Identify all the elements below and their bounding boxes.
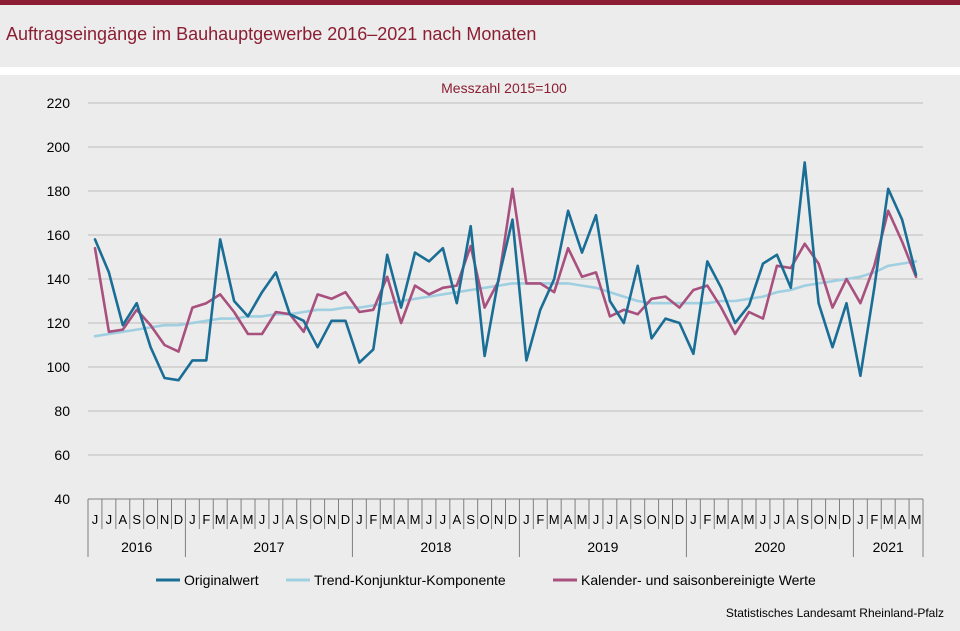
x-month-label: J bbox=[593, 512, 600, 527]
x-month-label: J bbox=[857, 512, 864, 527]
x-month-label: A bbox=[731, 512, 740, 527]
x-month-label: F bbox=[536, 512, 544, 527]
y-tick-label: 180 bbox=[47, 183, 71, 199]
x-month-label: J bbox=[690, 512, 697, 527]
x-month-label: J bbox=[189, 512, 196, 527]
legend-label: Originalwert bbox=[184, 572, 259, 588]
x-month-label: O bbox=[313, 512, 323, 527]
x-month-label: A bbox=[898, 512, 907, 527]
x-month-label: J bbox=[426, 512, 433, 527]
x-month-label: S bbox=[299, 512, 308, 527]
x-month-label: J bbox=[440, 512, 447, 527]
x-month-label: N bbox=[494, 512, 503, 527]
x-month-label: D bbox=[508, 512, 517, 527]
x-month-label: D bbox=[174, 512, 183, 527]
x-month-label: J bbox=[760, 512, 767, 527]
x-month-label: J bbox=[774, 512, 781, 527]
legend: Originalwert Trend-Konjunktur-Komponente K… bbox=[156, 572, 816, 588]
x-month-label: N bbox=[327, 512, 336, 527]
y-tick-label: 40 bbox=[54, 491, 70, 507]
x-month-label: M bbox=[215, 512, 226, 527]
x-month-label: A bbox=[786, 512, 795, 527]
x-year-label: 2016 bbox=[121, 539, 152, 555]
x-year-label: 2020 bbox=[754, 539, 785, 555]
x-month-label: A bbox=[564, 512, 573, 527]
series-line bbox=[93, 260, 918, 338]
gridlines bbox=[88, 102, 923, 456]
x-month-label: D bbox=[842, 512, 851, 527]
y-tick-label: 100 bbox=[47, 359, 71, 375]
y-tick-label: 140 bbox=[47, 271, 71, 287]
x-year-label: 2017 bbox=[253, 539, 284, 555]
x-month-label: J bbox=[607, 512, 614, 527]
y-tick-label: 120 bbox=[47, 315, 71, 331]
x-month-label: N bbox=[828, 512, 837, 527]
x-month-label: A bbox=[118, 512, 127, 527]
x-month-label: O bbox=[647, 512, 657, 527]
x-month-label: M bbox=[911, 512, 922, 527]
x-month-label: F bbox=[870, 512, 878, 527]
x-month-label: M bbox=[243, 512, 254, 527]
x-month-label: J bbox=[273, 512, 280, 527]
x-month-label: J bbox=[356, 512, 363, 527]
y-tick-label: 200 bbox=[47, 139, 71, 155]
x-month-label: N bbox=[661, 512, 670, 527]
x-month-label: A bbox=[452, 512, 461, 527]
series-line bbox=[93, 187, 918, 353]
x-month-label: M bbox=[549, 512, 560, 527]
x-month-label: J bbox=[106, 512, 113, 527]
x-month-label: S bbox=[466, 512, 475, 527]
x-month-label: S bbox=[633, 512, 642, 527]
header-band bbox=[0, 5, 960, 67]
legend-label: Kalender- und saisonbereinigte Werte bbox=[581, 572, 816, 588]
x-year-label: 2018 bbox=[420, 539, 451, 555]
x-month-label: J bbox=[92, 512, 99, 527]
x-month-label: M bbox=[883, 512, 894, 527]
chart-subtitle: Messzahl 2015=100 bbox=[441, 80, 567, 96]
y-tick-label: 60 bbox=[54, 447, 70, 463]
y-tick-label: 80 bbox=[54, 403, 70, 419]
x-month-label: M bbox=[410, 512, 421, 527]
x-month-label: D bbox=[675, 512, 684, 527]
y-tick-label: 220 bbox=[47, 95, 71, 111]
x-month-label: O bbox=[814, 512, 824, 527]
x-year-label: 2021 bbox=[873, 539, 904, 555]
chart-panel bbox=[0, 75, 960, 631]
x-month-label: M bbox=[382, 512, 393, 527]
x-month-label: A bbox=[285, 512, 294, 527]
x-month-label: N bbox=[160, 512, 169, 527]
x-month-label: F bbox=[369, 512, 377, 527]
x-month-label: A bbox=[397, 512, 406, 527]
x-month-label: A bbox=[619, 512, 628, 527]
x-year-label: 2019 bbox=[587, 539, 618, 555]
series-line bbox=[93, 161, 918, 382]
x-month-label: J bbox=[259, 512, 266, 527]
source-note: Statistisches Landesamt Rheinland-Pfalz bbox=[726, 606, 944, 620]
x-month-label: M bbox=[716, 512, 727, 527]
legend-label: Trend-Konjunktur-Komponente bbox=[314, 572, 506, 588]
x-month-label: M bbox=[744, 512, 755, 527]
x-month-label: F bbox=[703, 512, 711, 527]
y-axis-ticks: 40 60 80 100 120 140 160 180 200 220 bbox=[47, 95, 71, 507]
x-month-label: D bbox=[341, 512, 350, 527]
top-accent-rule bbox=[0, 0, 960, 5]
x-month-label: F bbox=[202, 512, 210, 527]
series-lines bbox=[93, 161, 918, 382]
x-month-label: J bbox=[523, 512, 530, 527]
x-month-label: S bbox=[132, 512, 141, 527]
x-month-label: A bbox=[230, 512, 239, 527]
x-month-label: S bbox=[800, 512, 809, 527]
x-month-label: M bbox=[577, 512, 588, 527]
page-title: Auftragseingänge im Bauhauptgewerbe 2016… bbox=[6, 24, 537, 44]
y-tick-label: 160 bbox=[47, 227, 71, 243]
x-month-label: O bbox=[480, 512, 490, 527]
x-month-label: O bbox=[146, 512, 156, 527]
